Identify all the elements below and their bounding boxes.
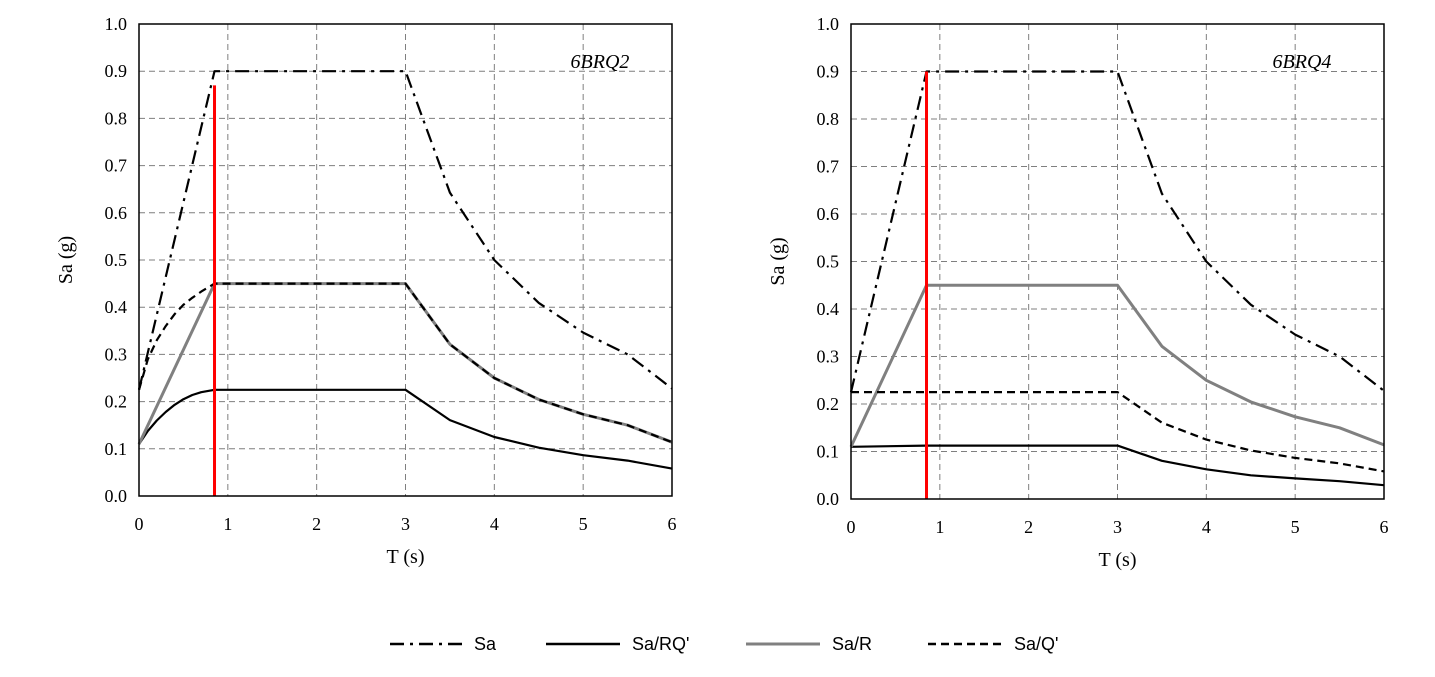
- x-tick-label: 0: [135, 514, 144, 534]
- chart-annotation-label: 6BRQ2: [571, 51, 630, 73]
- y-tick-label: 0.6: [105, 203, 128, 223]
- y-tick-label: 0.9: [105, 61, 128, 81]
- series-line-sa: [849, 70, 1385, 393]
- y-tick-label: 1.0: [817, 14, 840, 34]
- y-tick-label: 0.3: [105, 344, 128, 364]
- x-tick-label: 1: [223, 514, 232, 534]
- x-tick-label: 4: [1202, 517, 1211, 537]
- y-tick-label: 0.8: [105, 108, 128, 128]
- y-tick-label: 0.0: [105, 486, 128, 506]
- series-line-sa: [137, 70, 673, 391]
- y-tick-label: 0.7: [105, 156, 128, 176]
- legend-label: Sa/R: [832, 634, 872, 654]
- legend-label: Sa/Q': [1014, 634, 1058, 654]
- y-axis-title: Sa (g): [55, 236, 77, 284]
- x-tick-label: 3: [1113, 517, 1122, 537]
- y-tick-label: 0.1: [817, 442, 840, 462]
- x-tick-label: 4: [490, 514, 499, 534]
- chart-panel-left: 0 1 2 3 4 5 6 0.0 0.1 0.2 0.3 0.4 0.5 0.6 0.7 0.8 0.9 1.0…: [55, 14, 677, 568]
- series-line-sarq: [138, 388, 673, 470]
- y-tick-label: 0.1: [105, 439, 128, 459]
- series-line-sarq: [850, 444, 1385, 487]
- series-line-sar: [849, 283, 1385, 448]
- y-tick-label: 0.5: [817, 252, 840, 272]
- x-tick-label: 6: [1380, 517, 1389, 537]
- y-tick-label: 0.3: [817, 347, 840, 367]
- y-tick-label: 0.2: [817, 394, 840, 414]
- x-tick-label: 0: [847, 517, 856, 537]
- x-tick-label: 5: [1291, 517, 1300, 537]
- y-tick-label: 0.7: [817, 157, 840, 177]
- y-tick-label: 0.6: [817, 204, 840, 224]
- y-tick-label: 0.8: [817, 109, 840, 129]
- x-axis-title: T (s): [1099, 549, 1137, 571]
- chart-legend: Sa Sa/RQ' Sa/R Sa/Q': [390, 634, 1058, 654]
- plot-area-frame: [850, 23, 1385, 500]
- x-tick-label: 3: [401, 514, 410, 534]
- y-tick-label: 0.4: [817, 299, 840, 319]
- y-tick-label: 1.0: [105, 14, 128, 34]
- legend-label: Sa: [474, 634, 497, 654]
- y-tick-label: 0.5: [105, 250, 128, 270]
- y-tick-label: 0.9: [817, 62, 840, 82]
- chart-panel-right: 0 1 2 3 4 5 6 0.0 0.1 0.2 0.3 0.4 0.5 0.6 0.7 0.8 0.9 1.0…: [767, 14, 1389, 571]
- y-tick-label: 0.4: [105, 297, 128, 317]
- x-tick-label: 2: [312, 514, 321, 534]
- x-tick-label: 6: [668, 514, 677, 534]
- series-line-saq: [851, 391, 1385, 473]
- x-tick-label: 1: [935, 517, 944, 537]
- plot-area-frame: [138, 23, 673, 497]
- x-axis-title: T (s): [387, 546, 425, 568]
- x-tick-label: 5: [579, 514, 588, 534]
- x-tick-label: 2: [1024, 517, 1033, 537]
- legend-label: Sa/RQ': [632, 634, 689, 654]
- y-tick-label: 0.2: [105, 392, 128, 412]
- chart-annotation-label: 6BRQ4: [1273, 51, 1332, 73]
- y-tick-label: 0.0: [817, 489, 840, 509]
- y-axis-title: Sa (g): [767, 237, 789, 285]
